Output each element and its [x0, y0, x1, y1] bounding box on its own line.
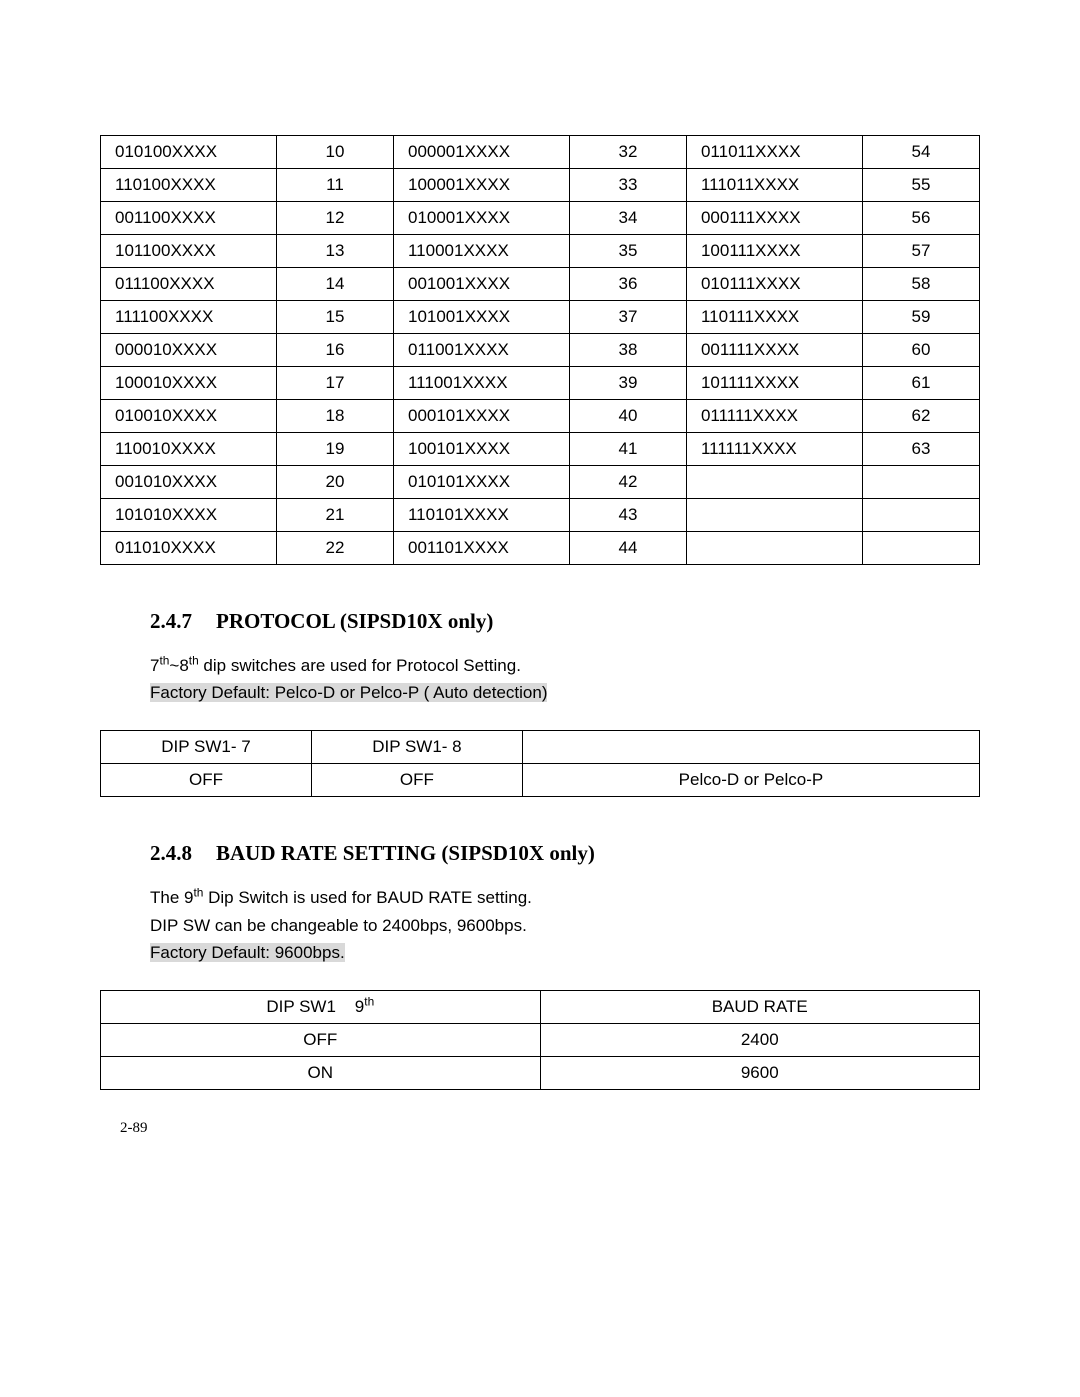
page-number: 2-89 [120, 1120, 148, 1137]
table-row: 011010XXXX22001101XXXX44 [101, 532, 980, 565]
section-title: BAUD RATE SETTING (SIPSD10X only) [216, 841, 595, 865]
baud-table: DIP SW1 9th BAUD RATE OFF 2400 ON 9600 [100, 990, 980, 1090]
table-row: 111100XXXX15101001XXXX37110111XXXX59 [101, 301, 980, 334]
section-heading-247: 2.4.7 PROTOCOL (SIPSD10X only) [100, 609, 980, 634]
table-row: 001010XXXX20010101XXXX42 [101, 466, 980, 499]
table-row: 000010XXXX16011001XXXX38001111XXXX60 [101, 334, 980, 367]
table-row: ON 9600 [101, 1056, 980, 1089]
table-row: 100010XXXX17111001XXXX39101111XXXX61 [101, 367, 980, 400]
protocol-table: DIP SW1- 7 DIP SW1- 8 OFF OFF Pelco-D or… [100, 730, 980, 797]
table-row: 110100XXXX11100001XXXX33111011XXXX55 [101, 169, 980, 202]
table-row: 010100XXXX10000001XXXX32011011XXXX54 [101, 136, 980, 169]
section-number: 2.4.7 [150, 609, 192, 634]
table-row: DIP SW1- 7 DIP SW1- 8 [101, 731, 980, 764]
baud-default: Factory Default: 9600bps. [150, 943, 345, 962]
address-table: 010100XXXX10000001XXXX32011011XXXX541101… [100, 135, 980, 565]
protocol-default: Factory Default: Pelco-D or Pelco-P ( Au… [150, 683, 547, 702]
protocol-text: 7th~8th dip switches are used for Protoc… [150, 652, 980, 706]
table-row: 101100XXXX13110001XXXX35100111XXXX57 [101, 235, 980, 268]
table-row: 011100XXXX14001001XXXX36010111XXXX58 [101, 268, 980, 301]
table-row: OFF OFF Pelco-D or Pelco-P [101, 764, 980, 797]
section-heading-248: 2.4.8 BAUD RATE SETTING (SIPSD10X only) [100, 841, 980, 866]
table-row: 110010XXXX19100101XXXX41111111XXXX63 [101, 433, 980, 466]
table-row: OFF 2400 [101, 1023, 980, 1056]
table-row: DIP SW1 9th BAUD RATE [101, 990, 980, 1023]
table-row: 101010XXXX21110101XXXX43 [101, 499, 980, 532]
section-title: PROTOCOL (SIPSD10X only) [216, 609, 493, 633]
table-row: 010010XXXX18000101XXXX40011111XXXX62 [101, 400, 980, 433]
page: 010100XXXX10000001XXXX32011011XXXX541101… [0, 0, 1080, 1397]
section-number: 2.4.8 [150, 841, 192, 866]
table-row: 001100XXXX12010001XXXX34000111XXXX56 [101, 202, 980, 235]
baud-text: The 9th Dip Switch is used for BAUD RATE… [150, 884, 980, 966]
